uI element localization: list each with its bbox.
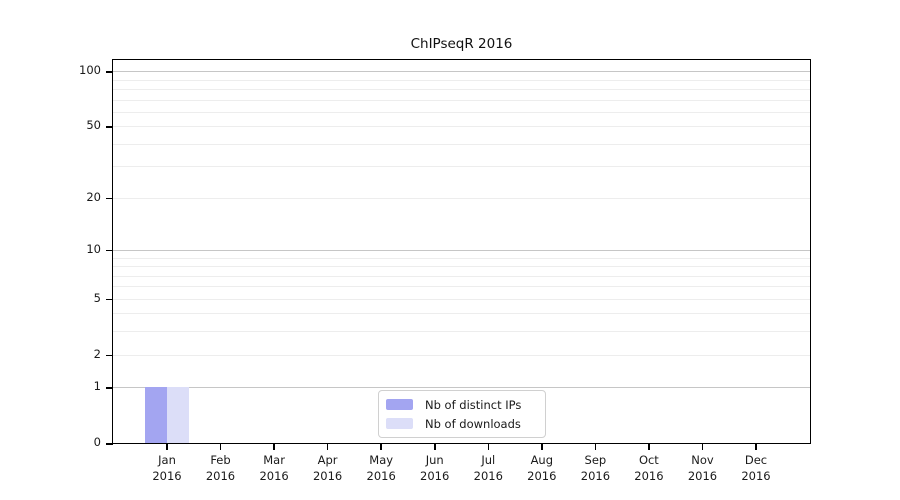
- y-tick-label: 10: [86, 241, 101, 256]
- x-tick-label: May 2016: [349, 452, 413, 484]
- y-tick-mark: [106, 387, 113, 389]
- x-tick-month: Aug: [530, 453, 554, 467]
- gridline-minor: [113, 257, 810, 259]
- x-tick-year: 2016: [152, 469, 182, 483]
- x-tick-label: Apr 2016: [296, 452, 360, 484]
- gridline-minor: [113, 126, 810, 128]
- bar-nb-of-distinct-ips: [145, 387, 167, 443]
- gridline-minor: [113, 99, 810, 101]
- gridline-minor: [113, 275, 810, 277]
- x-tick-year: 2016: [580, 469, 611, 483]
- bar-nb-of-downloads: [167, 387, 189, 443]
- y-tick-label: 20: [86, 189, 101, 204]
- y-tick-label: 100: [79, 63, 101, 78]
- x-tick-mark: [380, 443, 382, 450]
- x-tick-year: 2016: [205, 469, 236, 483]
- x-tick-year: 2016: [366, 469, 396, 483]
- chart-title: ChIPseqR 2016: [410, 36, 513, 52]
- gridline-minor: [113, 331, 810, 333]
- x-tick-month: May: [369, 453, 394, 467]
- x-tick-month: Jun: [425, 453, 444, 467]
- x-tick-mark: [648, 443, 650, 450]
- x-tick-month: Nov: [691, 453, 714, 467]
- gridline-minor: [113, 266, 810, 267]
- x-tick-mark: [273, 443, 275, 450]
- x-tick-label: Mar 2016: [242, 452, 306, 484]
- legend-swatch-distinct-ips: [386, 399, 413, 410]
- x-tick-year: 2016: [687, 469, 718, 483]
- x-tick-year: 2016: [527, 469, 557, 483]
- x-tick-month: Oct: [638, 453, 659, 467]
- x-tick-mark: [541, 443, 543, 450]
- gridline-minor: [113, 354, 810, 356]
- x-tick-year: 2016: [312, 469, 343, 483]
- x-tick-month: Mar: [263, 453, 285, 467]
- x-tick-year: 2016: [741, 469, 771, 483]
- y-tick-label: 5: [93, 290, 101, 305]
- gridline-minor: [113, 166, 810, 168]
- gridline-major: [113, 249, 810, 251]
- x-tick-month: Sep: [584, 453, 607, 467]
- x-tick-label: Dec 2016: [724, 452, 788, 484]
- gridline-minor: [113, 286, 810, 288]
- y-tick-mark: [106, 298, 113, 301]
- gridline-minor: [113, 79, 810, 81]
- gridline-minor: [113, 313, 810, 315]
- x-tick-label: Feb 2016: [189, 452, 253, 484]
- x-tick-label: Jul 2016: [456, 452, 520, 484]
- x-tick-label: Jan 2016: [135, 452, 199, 484]
- y-tick-label: 50: [86, 118, 101, 133]
- legend-item-distinct-ips: Nb of distinct IPs: [386, 397, 536, 412]
- gridline-major: [113, 387, 810, 389]
- x-tick-month: Apr: [317, 453, 338, 467]
- x-tick-label: Aug 2016: [510, 452, 574, 484]
- x-tick-mark: [755, 443, 757, 450]
- x-tick-year: 2016: [420, 469, 450, 483]
- legend: Nb of distinct IPs Nb of downloads: [378, 390, 546, 438]
- gridline-minor: [113, 197, 810, 199]
- gridline-major: [113, 71, 810, 73]
- x-tick-year: 2016: [473, 469, 503, 483]
- x-tick-month: Jul: [481, 453, 496, 467]
- gridline-minor: [113, 111, 810, 113]
- x-tick-mark: [326, 443, 329, 450]
- x-tick-label: Sep 2016: [563, 452, 627, 484]
- y-tick-mark: [106, 126, 113, 128]
- x-tick-label: Nov 2016: [671, 452, 735, 484]
- x-tick-label: Oct 2016: [617, 452, 681, 484]
- legend-item-downloads: Nb of downloads: [386, 416, 536, 431]
- x-tick-label: Jun 2016: [403, 452, 467, 484]
- y-tick-mark: [106, 71, 113, 73]
- legend-label-downloads: Nb of downloads: [425, 416, 521, 431]
- gridline-minor: [113, 88, 810, 90]
- gridline-minor: [113, 143, 810, 145]
- y-tick-mark: [106, 197, 113, 200]
- y-tick-mark: [106, 249, 113, 252]
- legend-label-distinct-ips: Nb of distinct IPs: [425, 397, 522, 412]
- x-tick-mark: [219, 443, 222, 450]
- x-tick-mark: [487, 443, 489, 450]
- y-tick-mark: [106, 443, 113, 445]
- x-tick-mark: [434, 443, 436, 450]
- y-tick-label: 1: [93, 379, 101, 394]
- y-tick-mark: [106, 354, 113, 356]
- y-tick-label: 2: [93, 346, 101, 361]
- x-tick-mark: [594, 443, 597, 450]
- x-tick-month: Feb: [210, 453, 231, 467]
- x-tick-month: Jan: [158, 453, 176, 467]
- x-tick-mark: [701, 443, 704, 450]
- x-tick-mark: [166, 443, 168, 450]
- gridline-minor: [113, 298, 810, 300]
- x-tick-year: 2016: [634, 469, 664, 483]
- y-tick-label: 0: [93, 435, 101, 449]
- x-tick-year: 2016: [259, 469, 289, 483]
- legend-swatch-downloads: [386, 418, 413, 429]
- x-tick-month: Dec: [744, 453, 768, 467]
